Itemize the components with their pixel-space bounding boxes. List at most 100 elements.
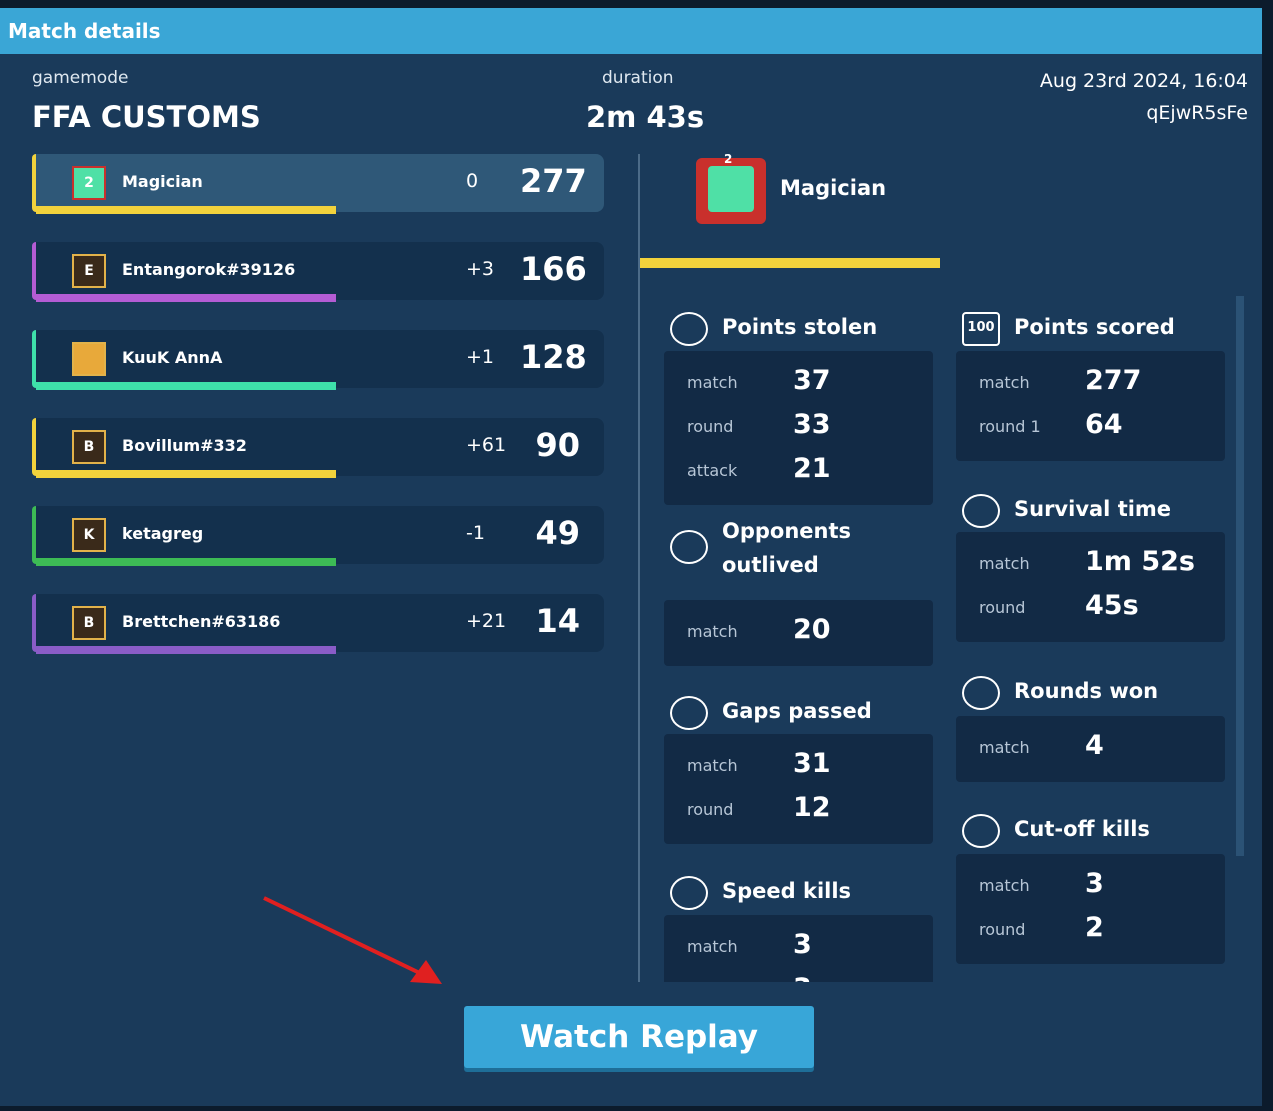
stat-label: match [979,738,1030,757]
stat-value: 21 [793,453,831,484]
player-score: 90 [535,426,580,464]
annotation-arrow [263,896,442,984]
stat-label: round [687,417,734,436]
duration: 2m 43s [586,100,705,134]
stats-panel: Points stolen match 37 round 33 attack 21 Oppon… [640,296,1248,982]
player-change: 0 [466,170,479,192]
stat-title: Survival time [1014,497,1172,521]
stat-label: round [687,800,734,819]
stat-value: 45s [1085,590,1139,621]
stat-title: Cut-off kills [1014,817,1150,841]
player-score: 166 [520,250,587,288]
player-trail [36,558,336,566]
stat-box: match 20 [664,600,933,666]
player-name: Entangorok#39126 [122,260,296,279]
stat-label: round [979,598,1026,617]
player-score: 14 [535,602,580,640]
stat-title: Rounds won [1014,679,1159,703]
stat-value: 3 [1085,868,1104,899]
player-score: 277 [520,162,587,200]
stat-box: match 31 round 12 [664,734,933,844]
stat-box: match 4 [956,716,1225,782]
player-change: +21 [466,610,507,632]
stat-icon [962,814,1000,848]
gamemode-label: gamemode [32,68,129,88]
stat-box: match 3 round 3 [664,915,933,982]
stat-value: 31 [793,748,831,779]
stat-icon [670,876,708,910]
dialog-title: Match details [0,8,1262,54]
stat-label: round [687,981,733,982]
player-change: +3 [466,258,495,280]
player-row[interactable]: B Brettchen#63186 +21 14 [32,594,604,654]
stat-title: Opponents outlived [722,519,852,577]
stat-value: 12 [793,792,831,823]
stat-value: 37 [793,365,831,396]
player-row[interactable]: 2 Magician 0 277 [32,154,604,214]
stat-label: match [979,876,1030,895]
stat-value: 4 [1085,730,1104,761]
stat-label: match [979,554,1030,573]
player-row[interactable]: KuuK AnnA +1 128 [32,330,604,390]
player-name: KuuK AnnA [122,348,223,367]
stat-value: 3 [793,929,812,960]
player-trail [36,470,336,478]
stat-label: match [687,937,738,956]
stat-value: 64 [1085,409,1123,440]
player-row[interactable]: B Bovillum#332 +61 90 [32,418,604,478]
player-trail [36,294,336,302]
player-name: ketagreg [122,524,204,543]
stat-label: match [979,373,1030,392]
player-badge: K [72,518,106,552]
stat-value: 2 [1085,912,1104,943]
player-change: +61 [466,434,507,456]
stat-label: match [687,373,738,392]
stat-label: match [687,756,738,775]
duration-label: duration [602,68,674,88]
selected-name: Magician [780,176,887,200]
selected-avatar: 2 [696,152,766,224]
stat-title: Points scored [1014,315,1175,339]
stat-label: attack [687,461,738,480]
stat-value: 33 [793,409,831,440]
watch-replay-button[interactable]: Watch Replay [464,1006,814,1068]
match-id: qEjwR5sFe [1146,102,1248,124]
stat-label: match [687,622,738,641]
divider [638,154,640,982]
stat-icon [670,696,708,730]
stat-icon: 100 [962,312,1000,346]
stat-label: round 1 [979,417,1041,436]
stat-icon [670,312,708,346]
stat-icon [962,494,1000,528]
player-row[interactable]: E Entangorok#39126 +3 166 [32,242,604,302]
player-change: -1 [466,522,485,544]
player-trail [36,206,336,214]
player-badge [72,342,106,376]
selected-trail [640,258,940,268]
stat-label: round [979,920,1026,939]
gamemode: FFA CUSTOMS [32,100,261,134]
player-trail [36,382,336,390]
player-change: +1 [466,346,495,368]
selected-badge: 2 [724,152,733,166]
stat-title: Speed kills [722,879,852,903]
player-badge: 2 [72,166,106,200]
stat-title: Gaps passed [722,699,872,723]
stat-icon [962,676,1000,710]
player-name: Brettchen#63186 [122,612,281,631]
scrollbar[interactable] [1236,296,1244,856]
stat-value: 20 [793,614,831,645]
match-date: Aug 23rd 2024, 16:04 [1039,70,1248,92]
stat-box: match 277 round 1 64 [956,351,1225,461]
stat-icon [670,530,708,564]
player-badge: B [72,606,106,640]
stat-title: Points stolen [722,315,878,339]
dialog: Match details gamemode FFA CUSTOMS durat… [0,8,1262,1106]
player-badge: B [72,430,106,464]
player-score: 128 [520,338,587,376]
stat-value: 3 [793,973,812,982]
stat-box: match 1m 52s round 45s [956,532,1225,642]
stat-box: match 3 round 2 [956,854,1225,964]
